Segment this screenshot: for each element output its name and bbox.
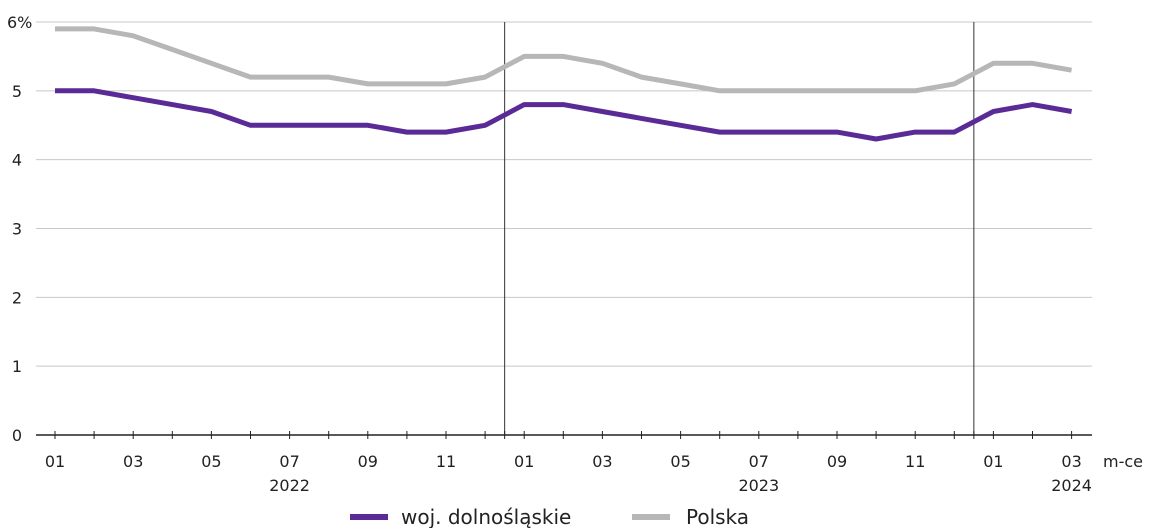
x-tick-label: 11: [436, 452, 456, 471]
x-tick-label: 05: [670, 452, 690, 471]
x-tick-label: 05: [201, 452, 221, 471]
y-unit-label: 6%: [7, 13, 32, 32]
grid-lines: [36, 21, 1092, 367]
x-tick-label: 09: [827, 452, 847, 471]
axes: [36, 431, 1092, 439]
y-tick-label: 1: [12, 357, 22, 376]
y-tick-label: 2: [12, 288, 22, 307]
legend: woj. dolnośląskie Polska: [350, 505, 749, 528]
legend-label: Polska: [686, 505, 749, 528]
year-label: 2024: [1051, 476, 1092, 495]
legend-label: woj. dolnośląskie: [401, 505, 571, 528]
x-tick-label: 11: [905, 452, 925, 471]
year-label: 2022: [269, 476, 310, 495]
y-tick-label: 5: [12, 82, 22, 101]
x-tick-label: 03: [1061, 452, 1081, 471]
x-tick-label: 07: [749, 452, 769, 471]
x-tick-label: 01: [983, 452, 1003, 471]
y-tick-label: 4: [12, 151, 22, 170]
y-tick-label: 0: [12, 426, 22, 445]
series-line-woj-dolnoslaskie: [55, 88, 1073, 142]
x-tick-label: 03: [592, 452, 612, 471]
x-unit-label: m-ce: [1103, 452, 1143, 471]
series-lines: [55, 26, 1073, 142]
year-separators: [504, 22, 975, 435]
x-tick-label: 09: [358, 452, 378, 471]
y-tick-label: 3: [12, 220, 22, 239]
year-label: 2023: [738, 476, 779, 495]
x-tick-label: 07: [279, 452, 299, 471]
series-line-polska: [55, 26, 1073, 94]
x-tick-label: 01: [45, 452, 65, 471]
x-tick-label: 01: [514, 452, 534, 471]
x-tick-label: 03: [123, 452, 143, 471]
